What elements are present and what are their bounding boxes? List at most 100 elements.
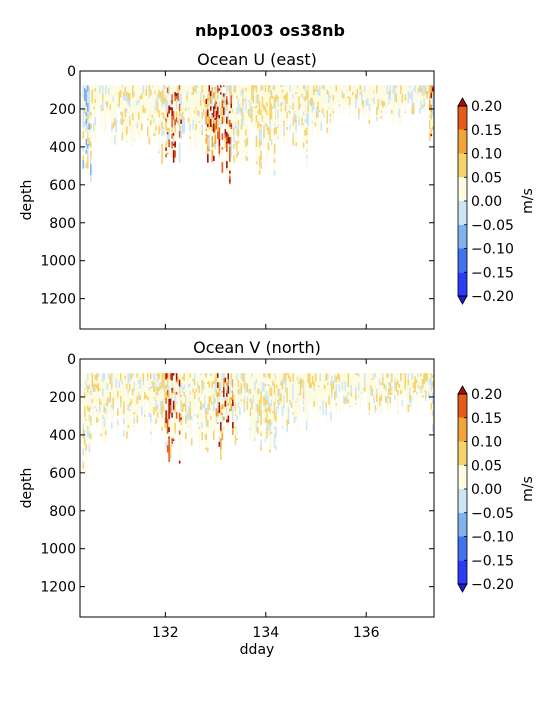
heatmap-cell bbox=[407, 385, 410, 390]
heatmap-cell bbox=[114, 99, 116, 108]
heatmap-cell bbox=[251, 85, 253, 93]
heatmap-cell bbox=[401, 383, 404, 388]
heatmap-cell bbox=[305, 155, 308, 159]
heatmap-cell bbox=[325, 400, 328, 402]
heatmap-cell bbox=[215, 406, 218, 409]
heatmap-cell bbox=[230, 379, 233, 387]
heatmap-cell bbox=[226, 161, 228, 169]
heatmap-cell bbox=[346, 388, 348, 396]
heatmap-cell bbox=[260, 91, 262, 101]
heatmap-cell bbox=[210, 433, 212, 439]
heatmap-cell bbox=[226, 406, 228, 414]
heatmap-cell bbox=[269, 439, 271, 442]
colorbar-tick-label: 0.15 bbox=[471, 411, 502, 427]
heatmap-cell bbox=[260, 391, 262, 398]
heatmap-cell bbox=[292, 373, 294, 382]
heatmap-cell bbox=[87, 385, 89, 387]
heatmap-cell bbox=[180, 382, 183, 389]
heatmap-cell bbox=[240, 104, 243, 108]
heatmap-cell bbox=[217, 129, 219, 132]
heatmap-cell bbox=[204, 411, 207, 415]
heatmap-cell bbox=[100, 418, 103, 428]
heatmap-cell bbox=[368, 85, 371, 88]
heatmap-cell bbox=[269, 441, 271, 450]
heatmap-cell bbox=[205, 130, 208, 135]
heatmap-cell bbox=[417, 87, 419, 94]
heatmap-cell bbox=[144, 98, 146, 101]
heatmap-cell bbox=[164, 421, 166, 429]
heatmap-cell bbox=[165, 102, 167, 104]
heatmap-cell bbox=[103, 380, 106, 387]
heatmap-cell bbox=[174, 106, 176, 113]
heatmap-cell bbox=[220, 422, 222, 431]
heatmap-cell bbox=[329, 90, 332, 96]
heatmap-cell bbox=[409, 394, 411, 401]
heatmap-cell bbox=[139, 377, 142, 386]
heatmap-cell bbox=[237, 402, 240, 408]
heatmap-cell bbox=[91, 92, 94, 97]
heatmap-cell bbox=[97, 99, 100, 104]
heatmap-cell bbox=[293, 114, 296, 123]
heatmap-cell bbox=[99, 373, 101, 380]
heatmap-cell bbox=[304, 93, 306, 97]
heatmap-cell bbox=[210, 398, 212, 403]
heatmap-cell bbox=[335, 91, 338, 98]
heatmap-cell bbox=[269, 137, 271, 141]
heatmap-cell bbox=[428, 110, 431, 115]
heatmap-cell bbox=[87, 436, 89, 438]
heatmap-cell bbox=[215, 125, 218, 130]
heatmap-cell bbox=[234, 115, 237, 122]
heatmap-cell bbox=[349, 91, 351, 94]
heatmap-cell bbox=[100, 402, 103, 405]
heatmap-cell bbox=[150, 379, 152, 383]
heatmap-cell bbox=[102, 382, 104, 389]
heatmap-cell bbox=[394, 373, 396, 379]
heatmap-cell bbox=[87, 418, 89, 427]
heatmap-cell bbox=[90, 102, 92, 107]
heatmap-cell bbox=[389, 385, 392, 396]
heatmap-cell bbox=[237, 407, 240, 416]
heatmap-cell bbox=[230, 103, 233, 109]
heatmap-cell bbox=[258, 393, 261, 400]
heatmap-cell bbox=[289, 105, 291, 109]
heatmap-cell bbox=[88, 437, 91, 440]
heatmap-cell bbox=[165, 391, 167, 399]
heatmap-cell bbox=[210, 420, 212, 427]
heatmap-cell bbox=[263, 391, 265, 397]
heatmap-cell bbox=[224, 98, 227, 108]
y-tick-label: 0 bbox=[67, 64, 76, 80]
heatmap-cell bbox=[210, 402, 212, 408]
heatmap-cell bbox=[201, 114, 204, 119]
heatmap-cell bbox=[356, 85, 359, 90]
y-tick-label: 600 bbox=[49, 178, 76, 194]
heatmap-cell bbox=[234, 434, 237, 444]
heatmap-cell bbox=[243, 403, 246, 409]
heatmap-cell bbox=[155, 130, 157, 136]
heatmap-cell bbox=[255, 379, 258, 384]
heatmap-cell bbox=[103, 386, 106, 389]
heatmap-cell bbox=[332, 122, 335, 124]
heatmap-cell bbox=[267, 128, 270, 135]
heatmap-cell bbox=[296, 398, 299, 401]
heatmap-cell bbox=[431, 377, 434, 380]
heatmap-cell bbox=[242, 97, 244, 106]
heatmap-cell bbox=[164, 101, 166, 108]
heatmap-cell bbox=[318, 110, 321, 112]
heatmap-cell bbox=[178, 131, 181, 138]
heatmap-cell bbox=[120, 104, 122, 110]
heatmap-cell bbox=[275, 109, 278, 116]
heatmap-cell bbox=[147, 377, 149, 381]
heatmap-cell bbox=[269, 94, 271, 97]
heatmap-cell bbox=[391, 109, 393, 114]
heatmap-cell bbox=[411, 94, 413, 102]
heatmap-cell bbox=[198, 373, 201, 381]
heatmap-cell bbox=[277, 373, 279, 381]
heatmap-cell bbox=[277, 118, 279, 125]
heatmap-cell bbox=[257, 415, 259, 420]
heatmap-cell bbox=[166, 117, 169, 119]
heatmap-cell bbox=[248, 373, 250, 379]
heatmap-cell bbox=[210, 91, 212, 97]
heatmap-cell bbox=[343, 390, 345, 396]
heatmap-cell bbox=[94, 88, 97, 92]
heatmap-cell bbox=[162, 411, 165, 414]
